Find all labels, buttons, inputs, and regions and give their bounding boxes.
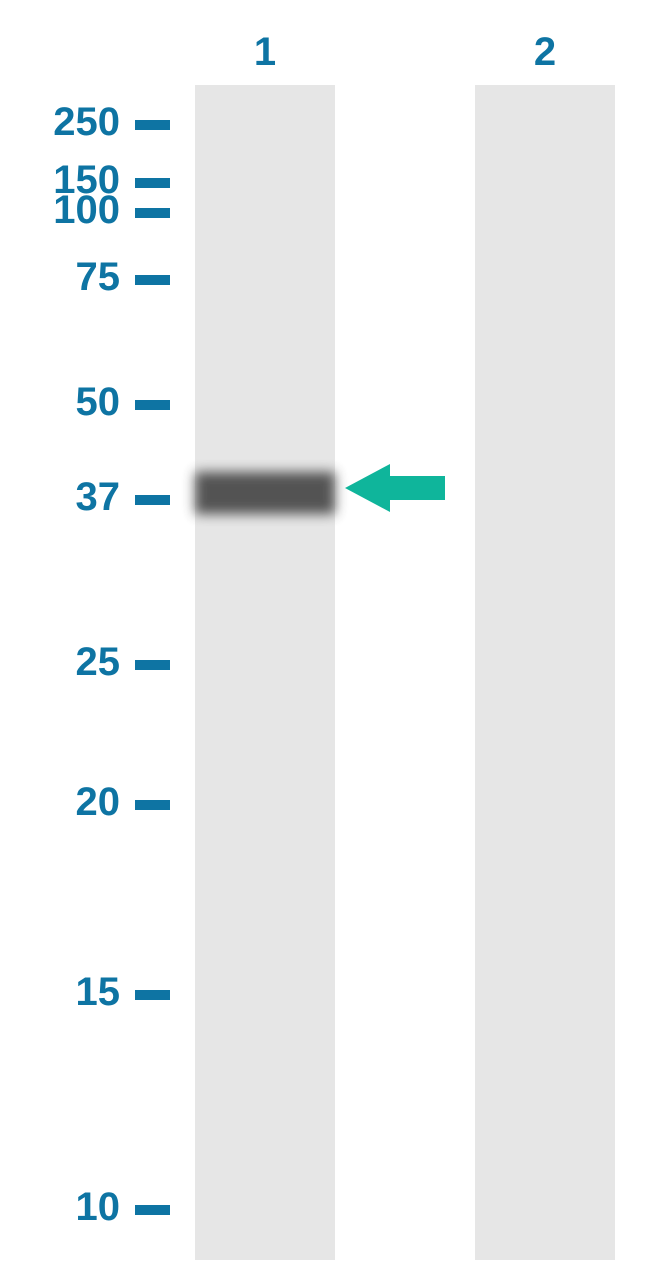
marker-label-37: 37 — [30, 475, 120, 520]
arrow-stem — [390, 476, 445, 500]
lane-1-strip — [195, 85, 335, 1260]
marker-label-10: 10 — [30, 1185, 120, 1230]
lane-2-label: 2 — [475, 30, 615, 75]
marker-label-250: 250 — [30, 100, 120, 145]
marker-label-25: 25 — [30, 640, 120, 685]
marker-tick-150 — [135, 178, 170, 188]
marker-tick-37 — [135, 495, 170, 505]
marker-label-100: 100 — [30, 188, 120, 233]
marker-tick-10 — [135, 1205, 170, 1215]
band-indicator-arrow — [345, 464, 445, 512]
marker-tick-25 — [135, 660, 170, 670]
marker-label-20: 20 — [30, 780, 120, 825]
protein-band-lane-1 — [195, 472, 335, 514]
marker-label-75: 75 — [30, 255, 120, 300]
marker-tick-250 — [135, 120, 170, 130]
marker-tick-20 — [135, 800, 170, 810]
lane-2-strip — [475, 85, 615, 1260]
marker-tick-50 — [135, 400, 170, 410]
lane-1-label: 1 — [195, 30, 335, 75]
marker-label-15: 15 — [30, 970, 120, 1015]
marker-tick-100 — [135, 208, 170, 218]
marker-tick-75 — [135, 275, 170, 285]
marker-label-50: 50 — [30, 380, 120, 425]
arrow-head — [345, 464, 390, 512]
marker-tick-15 — [135, 990, 170, 1000]
